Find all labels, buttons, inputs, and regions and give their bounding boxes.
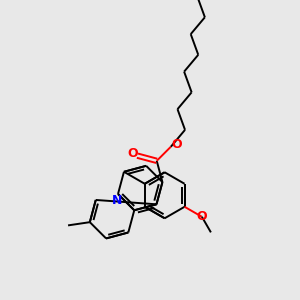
Text: N: N — [112, 194, 122, 208]
Text: O: O — [172, 138, 182, 151]
Text: O: O — [127, 147, 138, 160]
Text: O: O — [196, 210, 207, 223]
